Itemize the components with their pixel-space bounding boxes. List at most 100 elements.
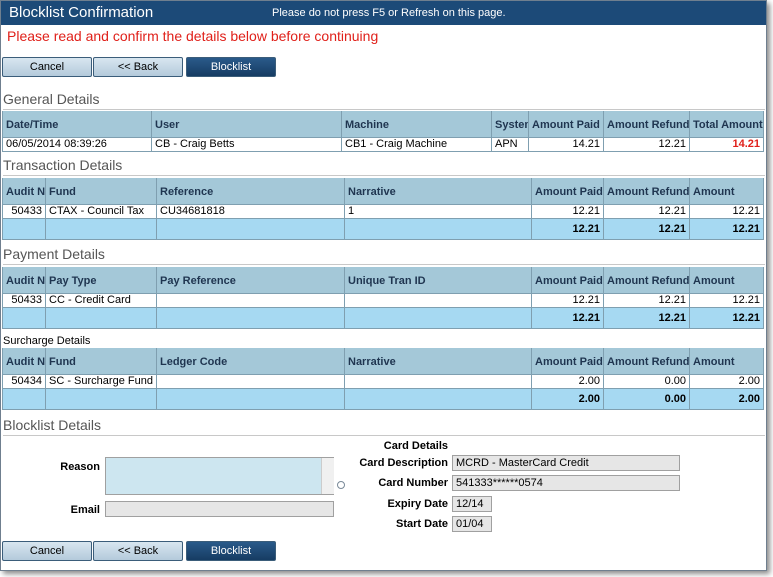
field-value: MCRD - MasterCard Credit: [452, 455, 680, 471]
card-title: Card Details: [383, 440, 448, 452]
column-header: Total Amount: [690, 111, 764, 138]
field-label: Expiry Date: [387, 498, 448, 510]
field-label: Reason: [60, 461, 100, 473]
table-cell: 50433: [2, 294, 46, 308]
total-blank: [345, 389, 532, 410]
total-cell: 12.21: [690, 308, 764, 329]
reason-input[interactable]: [105, 457, 334, 495]
table-cell: CB - Craig Betts: [152, 138, 342, 152]
column-header: Fund: [46, 348, 157, 375]
instruction: Please read and confirm the details belo…: [7, 28, 379, 44]
table-cell: 12.21: [690, 205, 764, 219]
table-cell: 14.21: [529, 138, 604, 152]
button[interactable]: << Back: [93, 57, 183, 77]
column-header: User: [152, 111, 342, 138]
button[interactable]: Cancel: [2, 541, 92, 561]
total-cell: 2.00: [532, 389, 604, 410]
table-cell: CU34681818: [157, 205, 345, 219]
column-header: Amount Paid: [532, 267, 604, 294]
field-label: Card Description: [359, 457, 448, 469]
table-cell: APN: [492, 138, 529, 152]
total-blank: [2, 219, 46, 240]
column-header: Audit No: [2, 348, 46, 375]
table-cell: 2.00: [532, 375, 604, 389]
section-heading: General Details: [3, 91, 765, 110]
table-cell: CC - Credit Card: [46, 294, 157, 308]
table-cell: 12.21: [690, 294, 764, 308]
column-header: Audit No: [2, 267, 46, 294]
total-blank: [345, 219, 532, 240]
table-cell: 0.00: [604, 375, 690, 389]
total-blank: [345, 308, 532, 329]
table-cell: 12.21: [604, 294, 690, 308]
total-cell: 0.00: [604, 389, 690, 410]
column-header: Amount Paid: [532, 348, 604, 375]
window-title: Blocklist Confirmation: [9, 4, 154, 21]
total-blank: [2, 389, 46, 410]
table-cell: 12.21: [604, 205, 690, 219]
column-header: Reference: [157, 178, 345, 205]
section-heading: Transaction Details: [3, 157, 765, 176]
table-cell: 12.21: [532, 205, 604, 219]
table-cell: CTAX - Council Tax: [46, 205, 157, 219]
table-cell: 1: [345, 205, 532, 219]
email-input[interactable]: [105, 501, 334, 517]
button[interactable]: << Back: [93, 541, 183, 561]
column-header: Amount Paid: [532, 178, 604, 205]
total-blank: [157, 389, 345, 410]
field-label: Start Date: [396, 518, 448, 530]
table-cell: [157, 375, 345, 389]
column-header: Audit No: [2, 178, 46, 205]
title-bar: Blocklist Confirmation Please do not pre…: [1, 1, 766, 25]
table-cell: [345, 294, 532, 308]
table-cell: [345, 375, 532, 389]
column-header: Date/Time: [2, 111, 152, 138]
table-cell: [157, 294, 345, 308]
total-cell: 12.21: [532, 308, 604, 329]
total-cell: 12.21: [604, 308, 690, 329]
table-cell: 2.00: [690, 375, 764, 389]
column-header: Fund: [46, 178, 157, 205]
column-header: Narrative: [345, 178, 532, 205]
button[interactable]: Blocklist: [186, 541, 276, 561]
column-header: Unique Tran ID: [345, 267, 532, 294]
table-cell: 50433: [2, 205, 46, 219]
button[interactable]: Cancel: [2, 57, 92, 77]
scrollbar: [321, 458, 334, 494]
total-blank: [157, 308, 345, 329]
total-cell: 12.21: [690, 219, 764, 240]
column-header: Machine: [342, 111, 492, 138]
total-cell: 12.21: [532, 219, 604, 240]
table-cell: 06/05/2014 08:39:26: [2, 138, 152, 152]
field-label: Card Number: [378, 477, 448, 489]
field-value: 541333******0574: [452, 475, 680, 491]
column-header: Amount Paid: [529, 111, 604, 138]
total-blank: [46, 308, 157, 329]
total-cell: 2.00: [690, 389, 764, 410]
section-heading: Payment Details: [3, 246, 765, 265]
column-header: Amount Refunded: [604, 267, 690, 294]
notice: Please do not press F5 or Refresh on thi…: [272, 7, 506, 19]
column-header: Amount: [690, 178, 764, 205]
column-header: System: [492, 111, 529, 138]
column-header: Amount Refunded: [604, 178, 690, 205]
table-cell: CB1 - Craig Machine: [342, 138, 492, 152]
field-value: 12/14: [452, 496, 492, 512]
column-header: Narrative: [345, 348, 532, 375]
column-header: Pay Type: [46, 267, 157, 294]
total-blank: [46, 389, 157, 410]
column-header: Amount: [690, 348, 764, 375]
total-blank: [2, 308, 46, 329]
column-header: Amount Refunded: [604, 348, 690, 375]
table-cell: SC - Surcharge Fund: [46, 375, 157, 389]
section-heading: Surcharge Details: [3, 335, 91, 347]
field-label: Email: [70, 504, 100, 516]
table-cell: 12.21: [604, 138, 690, 152]
section-heading: Blocklist Details: [3, 417, 765, 436]
button[interactable]: Blocklist: [186, 57, 276, 77]
column-header: Pay Reference: [157, 267, 345, 294]
table-cell: 50434: [2, 375, 46, 389]
search-icon[interactable]: [337, 481, 345, 489]
